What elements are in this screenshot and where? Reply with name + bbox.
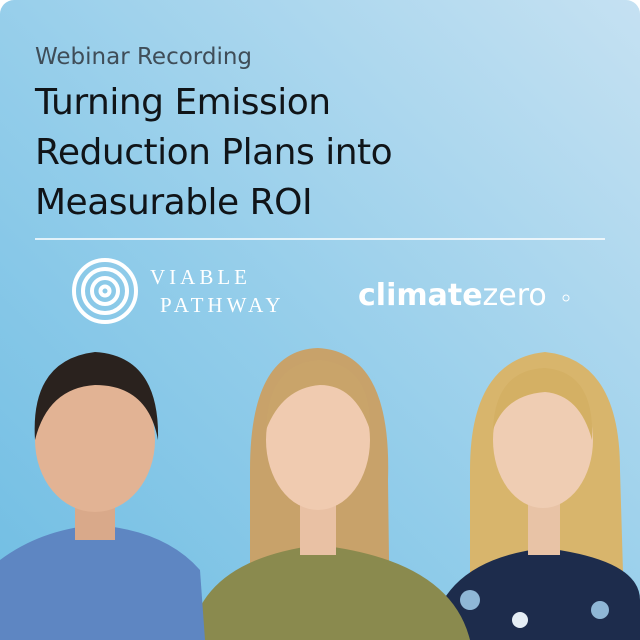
speaker-photo bbox=[0, 352, 205, 640]
viable-pathway-icon bbox=[72, 258, 138, 324]
speaker-photo bbox=[190, 348, 470, 640]
registered-mark bbox=[562, 294, 570, 302]
title-line: Turning Emission bbox=[34, 82, 331, 123]
title-line: Reduction Plans into bbox=[35, 132, 392, 173]
logo-light: zero bbox=[483, 278, 547, 313]
logo-text: PATHWAY bbox=[160, 293, 284, 317]
title-line: Measurable ROI bbox=[35, 182, 312, 223]
speaker-photo bbox=[430, 352, 640, 640]
eyebrow: Webinar Recording bbox=[35, 44, 252, 70]
logo-text: VIABLE bbox=[150, 265, 251, 289]
logo-strong: climate bbox=[358, 278, 483, 313]
climatezero-logo: climatezero bbox=[358, 278, 547, 313]
